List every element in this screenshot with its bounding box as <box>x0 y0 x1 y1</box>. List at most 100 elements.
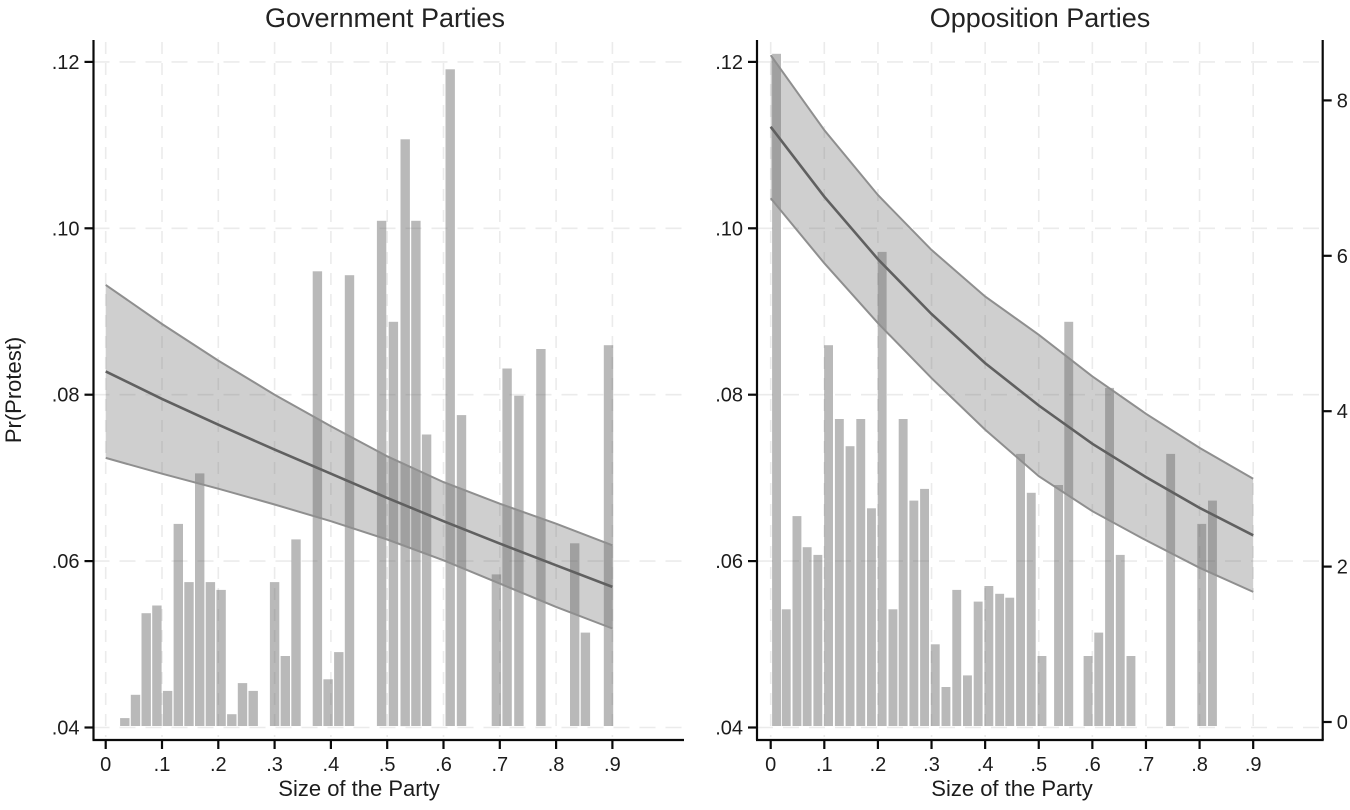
histogram-bar <box>1005 597 1015 726</box>
x-tick-label: .9 <box>604 754 621 776</box>
fit-line <box>769 126 1254 537</box>
histogram-bar <box>237 683 248 726</box>
ci-lower-edge <box>105 456 613 630</box>
histogram-bar <box>1094 632 1104 726</box>
histogram-bar <box>248 690 258 726</box>
histogram-bar <box>1054 485 1063 726</box>
x-tick-label: 0 <box>765 754 776 776</box>
histogram-bar <box>334 652 344 726</box>
histogram-bar <box>216 589 226 726</box>
histogram-bar <box>536 349 546 726</box>
histogram-bar <box>930 644 940 726</box>
histogram-bar <box>941 687 951 726</box>
histogram-bar <box>1105 387 1114 726</box>
histogram-bar <box>195 473 205 726</box>
histogram-bar <box>491 574 502 726</box>
histogram-bar <box>834 419 844 726</box>
ci-upper-edge <box>769 54 1254 480</box>
fit-line <box>105 370 613 589</box>
confidence-band <box>105 284 613 629</box>
histogram-bar <box>120 718 130 726</box>
histogram-bar <box>898 419 908 726</box>
histogram-bar <box>1166 453 1176 726</box>
histogram-bar <box>772 53 781 727</box>
histogram-bar <box>1037 656 1047 726</box>
y-tick-label: .04 <box>52 718 80 740</box>
histogram-bar <box>1026 492 1036 726</box>
histogram-bar <box>909 500 919 726</box>
histogram-bar <box>388 321 399 726</box>
x-tick-label: 0 <box>100 754 111 776</box>
x-tick-label: .3 <box>923 754 940 776</box>
histogram-bar <box>824 345 833 726</box>
histogram-bar <box>603 345 614 726</box>
histogram-bar <box>856 419 866 726</box>
histogram-bar <box>580 632 591 726</box>
right-axis-tick-label: 0 <box>1337 712 1348 734</box>
x-tick-label: .8 <box>548 754 565 776</box>
histogram-bar <box>514 395 524 726</box>
x-tick-label: .4 <box>323 754 340 776</box>
histogram-bar <box>162 690 173 726</box>
right-axis-tick-label: 8 <box>1337 90 1348 112</box>
histogram-bar <box>888 609 898 726</box>
histogram-bar <box>813 554 823 726</box>
histogram-bar <box>952 589 962 726</box>
histogram-bar <box>920 488 929 726</box>
histogram-bar <box>1064 321 1074 726</box>
histogram-bar <box>995 593 1005 726</box>
right-axis-tick-label: 6 <box>1337 246 1348 268</box>
histogram-bar <box>973 601 983 726</box>
y-tick-label: .04 <box>715 718 743 740</box>
histogram-bar <box>1197 523 1207 726</box>
x-tick-label: .8 <box>1191 754 1208 776</box>
histogram-bar <box>376 220 387 727</box>
histogram-bar <box>867 508 876 726</box>
y-tick-label: .10 <box>715 218 743 240</box>
histogram-bar <box>312 271 323 726</box>
histogram-bar <box>421 434 432 726</box>
histogram-bar <box>1115 554 1125 726</box>
histogram-bar <box>130 694 141 726</box>
x-tick-label: .1 <box>816 754 833 776</box>
x-tick-label: .3 <box>266 754 283 776</box>
histogram-bar <box>400 139 410 727</box>
histogram-bar <box>344 275 355 726</box>
histogram-bar <box>269 582 280 726</box>
y-tick-label: .06 <box>715 551 743 573</box>
x-tick-label: .2 <box>870 754 887 776</box>
histogram-bar <box>456 415 467 726</box>
histogram-bar <box>291 539 301 726</box>
histogram-bar <box>963 675 972 726</box>
y-tick-label: .06 <box>52 551 80 573</box>
histogram-bar <box>792 516 802 726</box>
x-tick-label: .9 <box>1245 754 1262 776</box>
histogram-bar <box>1208 500 1217 726</box>
histogram-bar <box>1016 453 1025 726</box>
histogram-bar <box>781 609 791 726</box>
histogram-bar <box>1083 656 1093 726</box>
histogram-bar <box>802 547 812 726</box>
histogram-bar <box>323 679 333 726</box>
histogram-bar <box>205 582 216 726</box>
right-axis-tick-label: 2 <box>1337 557 1348 579</box>
x-tick-label: .6 <box>1084 754 1101 776</box>
x-axis-title-right: Size of the Party <box>931 776 1093 801</box>
y-tick-label: .08 <box>52 385 80 407</box>
y-tick-label: .12 <box>715 52 743 74</box>
panel-title-opposition: Opposition Parties <box>929 3 1151 33</box>
histogram-bar <box>984 586 994 726</box>
panel-title-government: Government Parties <box>264 3 506 33</box>
y-tick-label: .08 <box>715 385 743 407</box>
x-tick-label: .5 <box>379 754 396 776</box>
x-tick-label: .6 <box>435 754 452 776</box>
histogram-bar <box>152 605 162 726</box>
histogram-bar <box>1126 656 1136 726</box>
histogram-bar <box>411 220 421 727</box>
x-tick-label: .7 <box>1138 754 1155 776</box>
ci-lower-edge <box>769 197 1254 593</box>
y-tick-label: .10 <box>52 218 80 240</box>
histogram-bar <box>184 582 194 726</box>
x-tick-label: .2 <box>210 754 227 776</box>
